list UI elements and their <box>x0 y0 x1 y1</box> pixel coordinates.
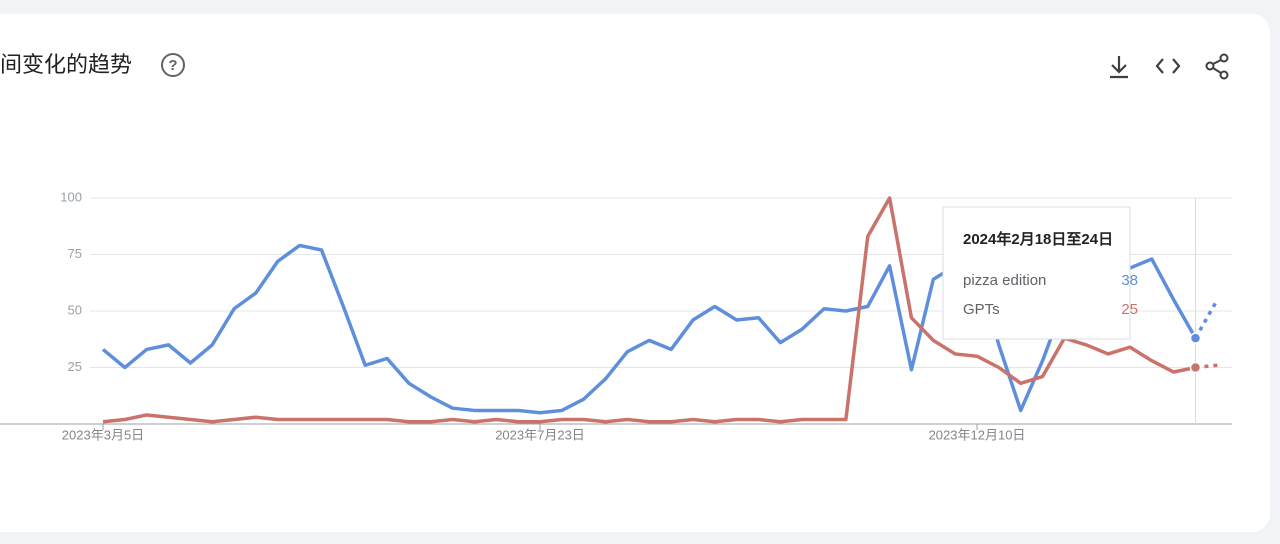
series-line <box>102 196 1196 424</box>
tooltip-name: pizza edition <box>963 272 1046 289</box>
tooltip-title: 2024年2月18日至24日 <box>963 230 1113 248</box>
hover-dot <box>1189 361 1202 374</box>
y-tick-label: 25 <box>68 359 82 374</box>
y-tick-label: 100 <box>60 189 82 204</box>
share-icon[interactable] <box>1205 53 1229 80</box>
help-icon[interactable]: ? <box>161 53 185 77</box>
tooltip-value: 38 <box>1121 272 1138 289</box>
y-tick-label: 75 <box>68 246 82 261</box>
x-tick-label: 2023年12月10日 <box>929 427 1026 442</box>
x-tick-label: 2023年7月23日 <box>495 427 585 442</box>
hover-dot <box>1189 332 1202 344</box>
y-tick-label: 50 <box>68 302 82 317</box>
chart-title: 间变化的趋势 <box>0 52 132 77</box>
tooltip: 2024年2月18日至24日 pizza edition 38 GPTs 25 <box>942 206 1138 340</box>
tooltip-box <box>942 206 1131 340</box>
series-line <box>101 243 1198 415</box>
tooltip-name: GPTs <box>963 301 1000 318</box>
x-tick-label: 2023年3月5日 <box>62 427 144 442</box>
card <box>0 14 1270 532</box>
download-icon[interactable] <box>1110 56 1128 79</box>
embed-icon[interactable] <box>1155 58 1181 74</box>
series-line-partial <box>1193 298 1219 339</box>
svg-text:?: ? <box>168 57 177 74</box>
tooltip-value: 25 <box>1121 301 1138 318</box>
